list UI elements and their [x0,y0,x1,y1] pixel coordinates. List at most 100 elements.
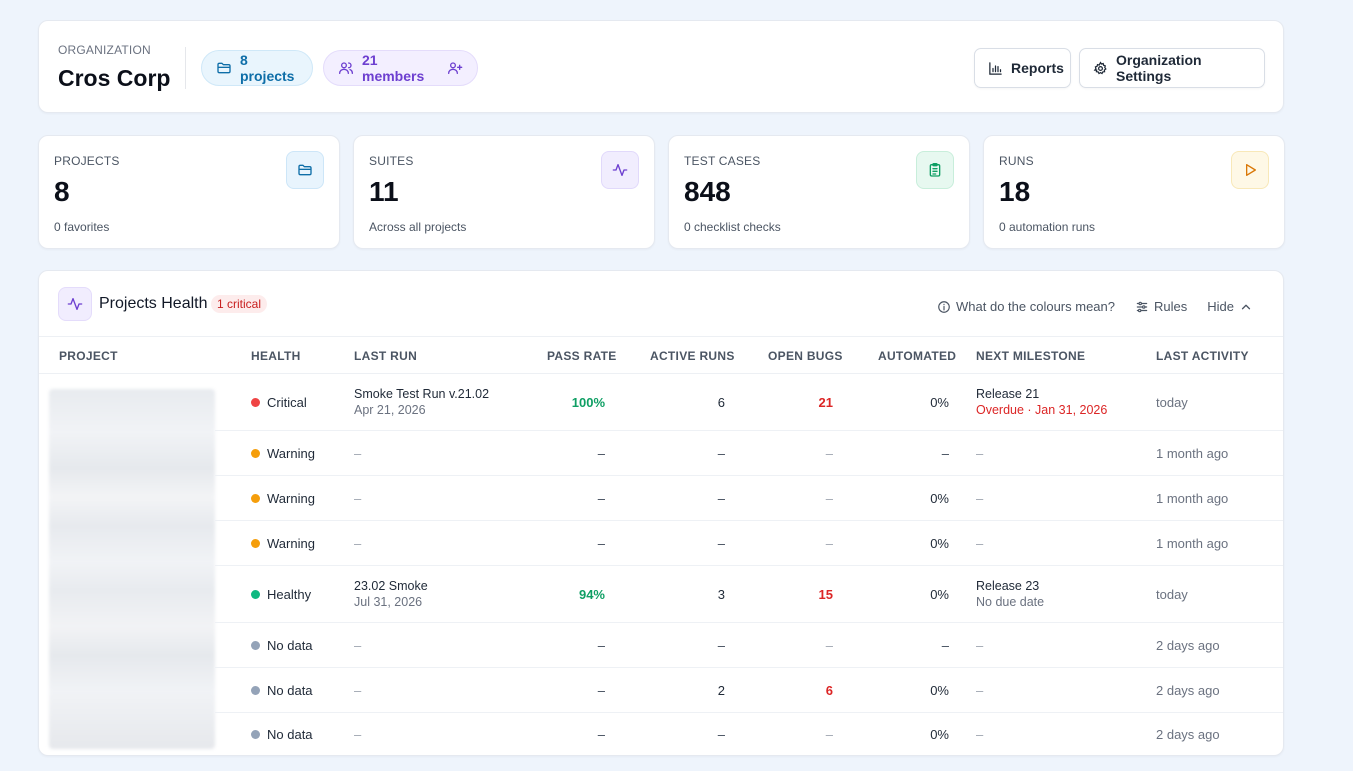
next-milestone: – [976,727,984,742]
last-run: – [354,727,362,742]
pass-rate: – [597,535,605,551]
table-row[interactable]: No data – – 2 6 0% – 2 days ago [39,668,1283,713]
column-header-next-milestone[interactable]: NEXT MILESTONE [976,349,1086,363]
column-header-health[interactable]: HEALTH [251,349,301,363]
play-icon [1246,164,1256,176]
last-activity: today [1156,394,1188,410]
sliders-icon [1136,301,1148,312]
row-divider [215,430,1283,431]
stat-card-runs[interactable]: RUNS 18 0 automation runs [983,135,1285,249]
table-row[interactable]: Healthy 23.02 Smoke Jul 31, 2026 94% 3 15 0% Re… [39,566,1283,623]
pass-rate: – [597,727,605,742]
next-milestone[interactable]: Release 21 Overdue · Jan 31, 2026 [976,387,1107,417]
projects-pill[interactable]: 8 projects [201,50,313,86]
column-header-project[interactable]: PROJECT [59,349,118,363]
last-run-name: Smoke Test Run v.21.02 [354,386,490,401]
pass-rate: – [597,445,605,461]
milestone-name: Release 23 [976,578,1040,593]
table-header-divider [39,373,1283,374]
automated-percent: – [941,637,949,653]
last-run: – [354,637,362,653]
health-status: Warning [251,491,315,506]
next-milestone[interactable]: Release 23 No due date [976,579,1044,609]
automated-percent: 0% [930,682,949,698]
stat-label: PROJECTS [54,154,120,168]
organization-header: ORGANIZATION Cros Corp 8 projects 21 mem… [38,20,1284,113]
open-bugs: – [825,727,833,742]
users-icon [339,62,353,74]
stat-card-suites[interactable]: SUITES 11 Across all projects [353,135,655,249]
stat-label: RUNS [999,154,1034,168]
stat-icon-box [916,151,954,189]
health-header-divider [39,336,1283,337]
automated-percent: 0% [930,490,949,506]
folder-icon [217,62,231,74]
column-header-active-runs[interactable]: ACTIVE RUNS [650,349,735,363]
automated-percent: 0% [930,394,949,410]
next-milestone: – [976,637,984,653]
folder-icon [298,164,312,176]
colours-help-link[interactable]: What do the colours mean? [937,299,1115,314]
active-runs: – [717,535,725,551]
add-user-icon[interactable] [447,60,463,76]
column-header-last-activity[interactable]: LAST ACTIVITY [1156,349,1249,363]
milestone-due: No due date [976,594,1045,609]
info-icon [938,300,950,313]
health-status: No data [251,683,313,698]
status-dot-icon [251,538,260,548]
last-activity: 1 month ago [1156,445,1229,461]
clipboard-icon [929,163,941,177]
column-header-pass-rate[interactable]: PASS RATE [547,349,617,363]
automated-percent: 0% [930,535,949,551]
stat-card-test-cases[interactable]: TEST CASES 848 0 checklist checks [668,135,970,249]
column-header-open-bugs[interactable]: OPEN BUGS [768,349,843,363]
last-run: – [354,535,362,551]
table-row[interactable]: Warning – – – – – – 1 month ago [39,431,1283,476]
rules-button[interactable]: Rules [1135,299,1187,314]
column-header-automated[interactable]: AUTOMATED [878,349,957,363]
last-run[interactable]: Smoke Test Run v.21.02 Apr 21, 2026 [354,387,489,417]
status-dot-icon [251,685,260,695]
row-divider [215,565,1283,566]
last-run[interactable]: 23.02 Smoke Jul 31, 2026 [354,579,428,609]
last-activity: 1 month ago [1156,490,1229,506]
health-status: Healthy [251,587,311,602]
last-run-date: Jul 31, 2026 [354,594,423,609]
last-activity: 2 days ago [1156,637,1220,653]
table-row[interactable]: Warning – – – – 0% – 1 month ago [39,521,1283,566]
column-header-last-run[interactable]: LAST RUN [354,349,418,363]
health-status-label: No data [267,682,313,698]
health-status: Warning [251,446,315,461]
last-run: – [354,445,362,461]
stat-icon-box [1231,151,1269,189]
members-pill[interactable]: 21 members [323,50,478,86]
gear-icon [1093,60,1107,74]
stat-icon-box [601,151,639,189]
bar-chart-icon [989,61,1002,75]
status-dot-icon [251,640,260,650]
last-run-date: Apr 21, 2026 [354,402,426,417]
last-activity: 2 days ago [1156,727,1220,742]
table-row[interactable]: Critical Smoke Test Run v.21.02 Apr 21, 20… [39,374,1283,431]
pass-rate: 94% [578,586,605,602]
table-row[interactable]: Warning – – – – 0% – 1 month ago [39,476,1283,521]
health-status: Warning [251,536,315,551]
organization-settings-button[interactable]: Organization Settings [1079,48,1265,88]
health-status-label: No data [267,727,313,742]
row-divider [215,475,1283,476]
hide-button[interactable]: Hide [1207,299,1253,314]
reports-button[interactable]: Reports [974,48,1071,88]
reports-button-label: Reports [1011,60,1064,76]
table-row[interactable]: No data – – – – – – 2 days ago [39,623,1283,668]
open-bugs: 6 [825,682,833,698]
table-row[interactable]: No data – – – – 0% – 2 days ago [39,713,1283,755]
last-activity: today [1156,586,1188,602]
projects-pill-label: 8 projects [240,52,295,84]
stat-label: TEST CASES [684,154,761,168]
projects-health-panel: Projects Health 1 critical What do the c… [38,270,1284,756]
automated-percent: 0% [930,586,949,602]
stat-card-projects[interactable]: PROJECTS 8 0 favorites [38,135,340,249]
colours-help-label: What do the colours mean? [956,299,1115,314]
stat-subtext: Across all projects [369,220,467,234]
active-runs: 3 [717,586,725,602]
